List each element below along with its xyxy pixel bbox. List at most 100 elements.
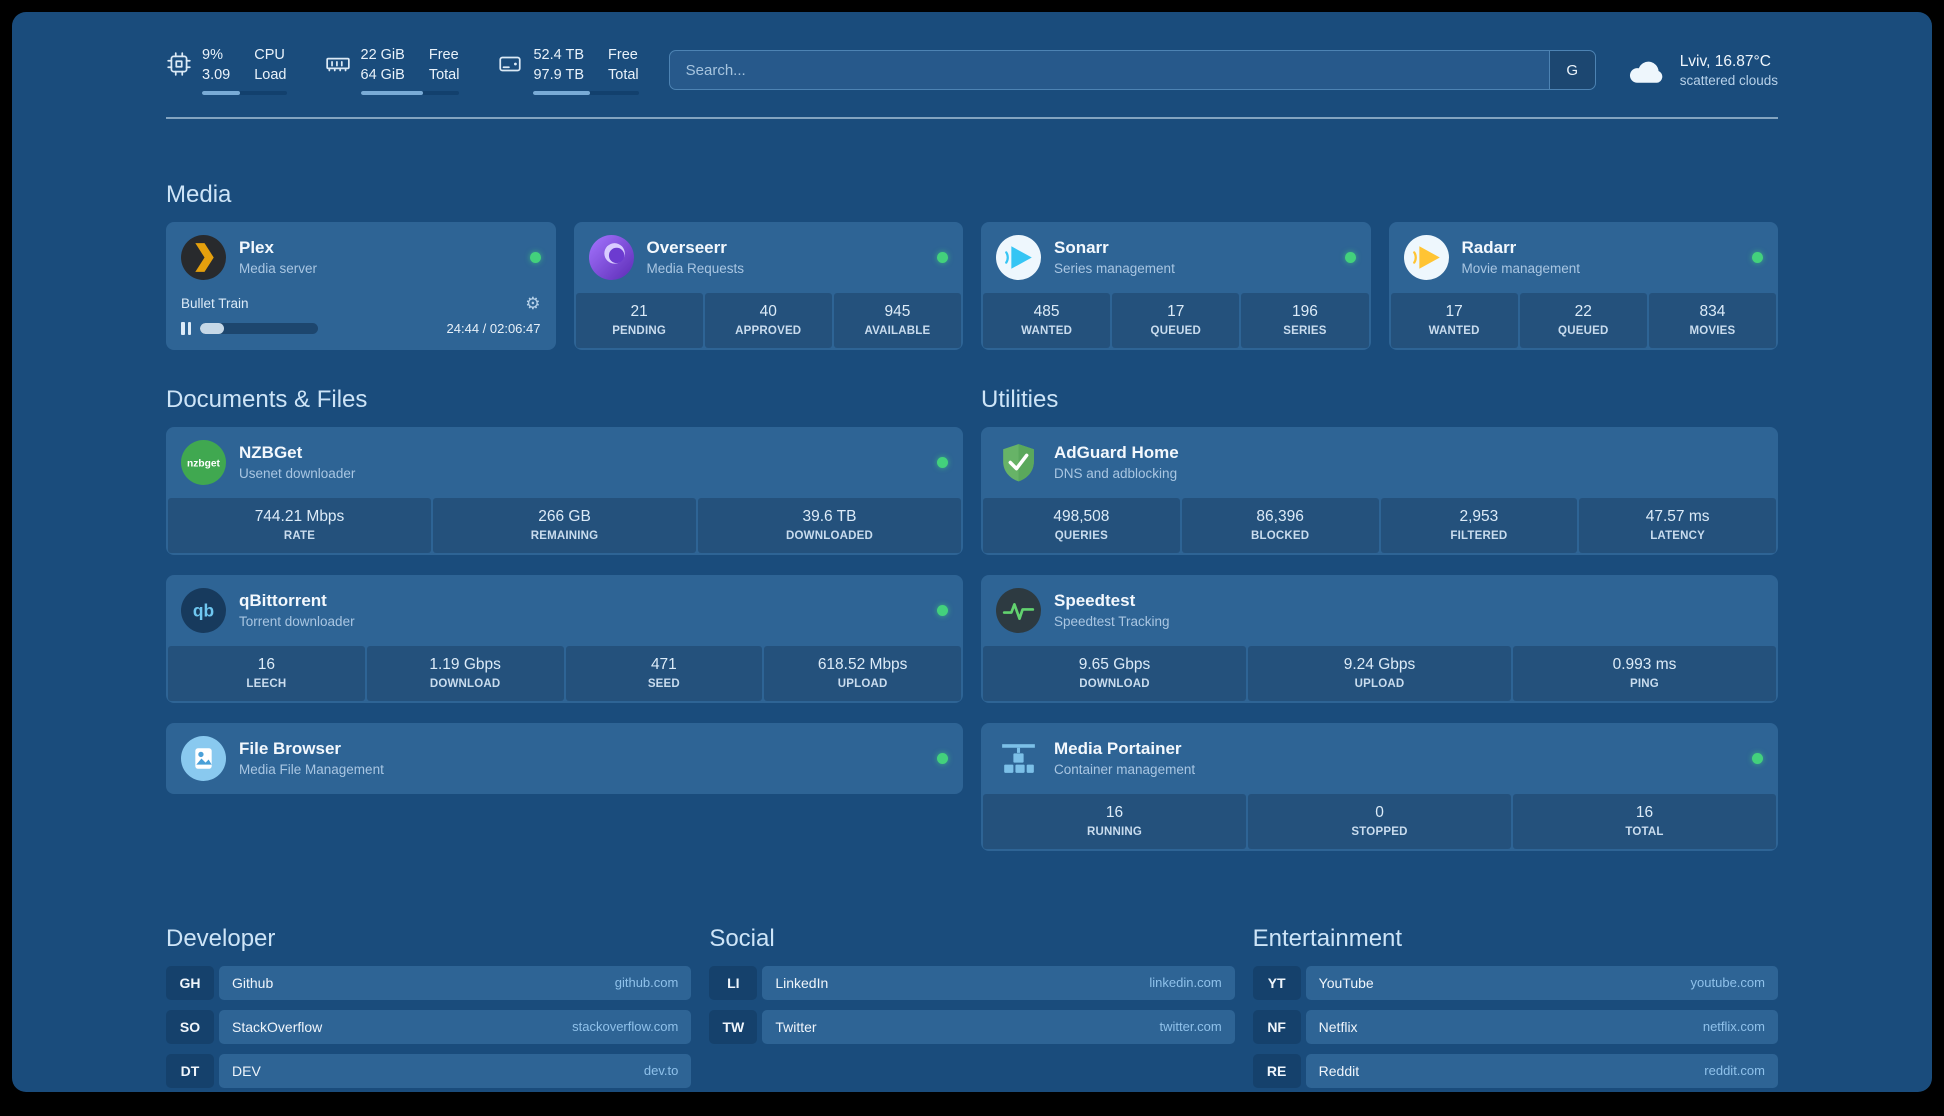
plex-now-playing: Bullet Train ⚙ 24:44 / 02:06:47 (166, 293, 556, 350)
speedtest-card[interactable]: Speedtest Speedtest Tracking 9.65 Gbps D… (981, 574, 1778, 703)
stat-tile: 9.65 Gbps DOWNLOAD (983, 645, 1246, 701)
bookmark-abbr: DT (166, 1053, 214, 1088)
cpu-load-value: 3.09 (202, 67, 231, 84)
nzbget-icon: nzbget (181, 439, 226, 485)
search-provider-button[interactable]: G (1548, 51, 1595, 90)
stat-value: 9.65 Gbps (1078, 655, 1151, 673)
plex-icon (181, 234, 226, 280)
stat-label: UPLOAD (837, 677, 888, 690)
stat-tile: 17 WANTED (1390, 292, 1518, 348)
filebrowser-name: File Browser (239, 739, 342, 759)
bookmark-dev[interactable]: DT DEV dev.to (166, 1053, 692, 1088)
adguard-desc: DNS and adblocking (1054, 466, 1178, 482)
stat-tile: 86,396 BLOCKED (1181, 497, 1379, 553)
stat-label: MOVIES (1689, 324, 1736, 337)
bookmark-abbr: LI (709, 965, 758, 1000)
stat-value: 16 (1105, 803, 1124, 821)
speedtest-icon (996, 587, 1041, 633)
search-input[interactable] (669, 61, 1549, 79)
memory-total-label: Total (428, 67, 460, 84)
plex-card[interactable]: Plex Media server Bullet Train ⚙ (166, 221, 556, 350)
stat-tile: 39.6 TB DOWNLOADED (698, 497, 961, 553)
stat-label: SEED (647, 677, 680, 690)
qbittorrent-card[interactable]: qb qBittorrent Torrent downloader 16 (166, 574, 963, 703)
sonarr-icon (996, 234, 1041, 280)
bookmark-abbr: YT (1252, 965, 1301, 1000)
filebrowser-status-dot (937, 752, 948, 764)
bookmark-url: github.com (614, 975, 679, 991)
overseerr-card[interactable]: Overseerr Media Requests 21 PENDING 40 A… (573, 221, 963, 350)
stat-value: 9.24 Gbps (1343, 655, 1416, 673)
bookmark-netflix[interactable]: NF Netflix netflix.com (1252, 1009, 1778, 1044)
plex-desc: Media server (239, 261, 318, 277)
stat-label: WANTED (1021, 324, 1073, 337)
stat-value: 16 (1635, 803, 1654, 821)
bookmark-name: LinkedIn (775, 974, 829, 991)
qbittorrent-name: qBittorrent (239, 591, 327, 611)
gear-icon[interactable]: ⚙ (525, 293, 541, 313)
plex-name: Plex (239, 238, 274, 258)
bookmark-github[interactable]: GH Github github.com (166, 965, 692, 1000)
nzbget-stats: 744.21 Mbps RATE 266 GB REMAINING 39.6 T… (166, 497, 963, 555)
documents-section-title: Documents & Files (166, 385, 368, 413)
bookmark-url: twitter.com (1159, 1019, 1222, 1035)
portainer-stats: 16 RUNNING 0 STOPPED 16 TOTAL (981, 793, 1778, 851)
bookmark-twitter[interactable]: TW Twitter twitter.com (709, 1009, 1235, 1044)
sonarr-desc: Series management (1054, 261, 1175, 277)
disk-free-value: 52.4 TB (533, 47, 585, 63)
radarr-card[interactable]: Radarr Movie management 17 WANTED 22 QUE… (1388, 221, 1779, 350)
bookmark-youtube[interactable]: YT YouTube youtube.com (1252, 965, 1778, 1000)
bookmark-name: YouTube (1318, 974, 1374, 991)
memory-free-value: 22 GiB (360, 47, 405, 63)
dashboard-page: 9% CPU 3.09 Load 22 GiB Free (12, 12, 1932, 1092)
bookmark-linkedin[interactable]: LI LinkedIn linkedin.com (709, 965, 1235, 1000)
speedtest-stats: 9.65 Gbps DOWNLOAD 9.24 Gbps UPLOAD 0.99… (981, 645, 1778, 703)
stat-value: 39.6 TB (802, 507, 857, 525)
stat-label: BLOCKED (1250, 529, 1310, 542)
portainer-card[interactable]: Media Portainer Container management 16 … (981, 722, 1778, 851)
memory-progress-bar (360, 91, 460, 95)
plex-card-header: Plex Media server (166, 222, 556, 293)
disk-total-label: Total (608, 67, 639, 84)
bookmark-url: netflix.com (1702, 1019, 1765, 1035)
stat-value: 16 (257, 655, 275, 673)
bookmark-name: Reddit (1318, 1062, 1360, 1079)
stat-value: 744.21 Mbps (254, 507, 345, 525)
sonarr-card[interactable]: Sonarr Series management 485 WANTED 17 Q… (981, 221, 1371, 350)
stat-label: QUEUED (1558, 324, 1609, 337)
bookmark-name: StackOverflow (232, 1018, 323, 1035)
plex-status-dot (529, 251, 541, 263)
cpu-usage-value: 9% (202, 47, 223, 63)
bookmark-abbr: GH (166, 965, 214, 1000)
bookmark-name: DEV (232, 1062, 261, 1079)
qbittorrent-desc: Torrent downloader (239, 614, 355, 630)
adguard-card[interactable]: AdGuard Home DNS and adblocking 498,508 … (981, 426, 1778, 555)
bookmark-stackoverflow[interactable]: SO StackOverflow stackoverflow.com (166, 1009, 692, 1044)
nzbget-card-header: nzbget NZBGet Usenet downloader (166, 427, 963, 498)
filebrowser-icon (181, 735, 226, 781)
speedtest-card-header: Speedtest Speedtest Tracking (981, 575, 1778, 646)
social-section-title: Social (709, 924, 775, 952)
speedtest-desc: Speedtest Tracking (1054, 614, 1170, 630)
cpu-label: CPU (254, 47, 285, 63)
overseerr-status-dot (937, 251, 948, 263)
stat-tile: 471 SEED (565, 645, 763, 701)
memory-free-label: Free (428, 47, 459, 63)
stat-label: WANTED (1428, 324, 1480, 337)
stat-value: 618.52 Mbps (817, 655, 908, 673)
bookmark-abbr: NF (1252, 1009, 1301, 1044)
pause-button[interactable] (181, 321, 191, 335)
stat-value: 17 (1445, 302, 1463, 320)
radarr-stats: 17 WANTED 22 QUEUED 834 MOVIES (1389, 292, 1779, 350)
speedtest-name: Speedtest (1054, 591, 1136, 611)
bookmark-reddit[interactable]: RE Reddit reddit.com (1252, 1053, 1778, 1088)
stat-tile: 16 TOTAL (1513, 793, 1776, 849)
nzbget-card[interactable]: nzbget NZBGet Usenet downloader 744.21 M… (166, 426, 963, 555)
bookmark-url: dev.to (643, 1063, 679, 1079)
stat-value: 2,953 (1459, 507, 1499, 525)
filebrowser-card[interactable]: File Browser Media File Management (166, 722, 963, 794)
radarr-status-dot (1752, 251, 1763, 263)
stat-label: DOWNLOADED (786, 529, 873, 542)
entertainment-section-title: Entertainment (1252, 924, 1403, 952)
stat-tile: 498,508 QUERIES (983, 497, 1180, 553)
